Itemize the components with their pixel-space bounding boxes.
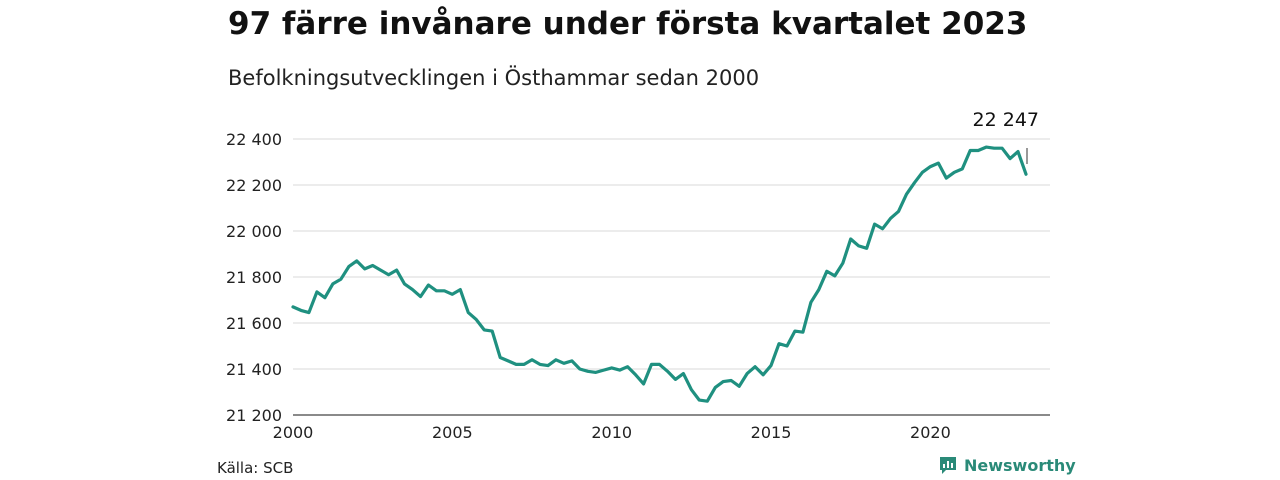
x-tick-label: 2000 (273, 423, 314, 442)
y-tick-label: 21 800 (226, 268, 282, 287)
chart-subtitle: Befolkningsutvecklingen i Östhammar seda… (228, 66, 760, 90)
y-tick-label: 21 200 (226, 406, 282, 425)
brand-name: Newsworthy (964, 455, 1076, 475)
source-note: Källa: SCB (217, 459, 294, 477)
gridlines (293, 138, 1050, 416)
y-axis-ticks: 21 200 21 400 21 600 21 800 22 000 22 200 22 4… (226, 130, 282, 425)
y-tick-label: 22 400 (226, 130, 282, 149)
x-tick-label: 2015 (751, 423, 792, 442)
y-tick-label: 22 200 (226, 176, 282, 195)
y-tick-label: 21 400 (226, 360, 282, 379)
x-axis-ticks: 2000 2005 2010 2015 2020 (273, 423, 951, 442)
x-tick-label: 2020 (910, 423, 951, 442)
y-tick-label: 22 000 (226, 222, 282, 241)
y-tick-label: 21 600 (226, 314, 282, 333)
chart-title: 97 färre invånare under första kvartalet… (228, 6, 1028, 42)
newsworthy-logo-icon (940, 457, 956, 474)
x-tick-label: 2005 (432, 423, 473, 442)
end-value-label: 22 247 (973, 109, 1039, 131)
brand-logo: Newsworthy (938, 455, 1076, 475)
x-tick-label: 2010 (591, 423, 632, 442)
series-line (291, 145, 1028, 403)
